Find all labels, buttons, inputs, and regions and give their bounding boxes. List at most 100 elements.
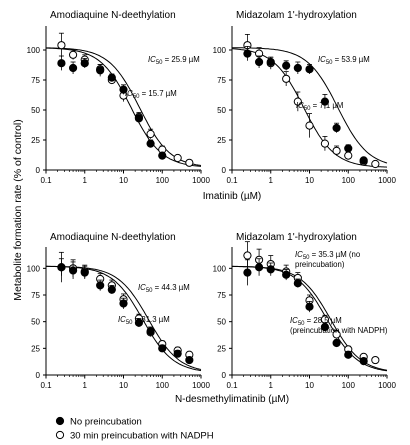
x-tick-label: 1000: [378, 381, 396, 390]
y-tick-label: 75: [31, 76, 40, 85]
x-tick-label: 100: [156, 381, 170, 390]
data-point-no-preincubation: [80, 59, 89, 68]
x-tick-label: 1000: [192, 176, 210, 185]
data-point-preincubation: [146, 129, 155, 139]
data-point-no-preincubation: [57, 59, 66, 68]
x-axis-label: Imatinib (µM): [203, 191, 262, 202]
data-point-no-preincubation: [359, 156, 368, 165]
data-point-no-preincubation: [119, 85, 128, 94]
legend-label-preincubation: 30 min preincubation with NADPH: [70, 431, 214, 442]
y-tick-label: 25: [31, 344, 40, 353]
fit-curve-no-preincubation: [46, 47, 202, 166]
data-point-no-preincubation: [96, 281, 105, 290]
data-point-no-preincubation: [254, 57, 264, 67]
data-point-no-preincubation: [107, 285, 116, 294]
data-point-no-preincubation: [57, 263, 66, 272]
x-tick-label: 1: [83, 381, 88, 390]
data-point-no-preincubation: [134, 318, 144, 327]
data-point-no-preincubation: [107, 73, 116, 82]
data-point-no-preincubation: [332, 338, 341, 348]
data-point-preincubation: [173, 153, 182, 163]
panel-title: Amodiaquine N-deethylation: [50, 232, 176, 243]
ic50-annotation-line2: (preincubation with NADPH): [290, 326, 388, 335]
data-point-no-preincubation: [68, 266, 78, 275]
data-point-no-preincubation: [282, 61, 291, 70]
data-point-no-preincubation: [243, 268, 252, 277]
panel-title: Midazolam 1'-hydroxylation: [236, 232, 357, 243]
x-tick-label: 100: [342, 176, 356, 185]
x-tick-label: 10: [119, 381, 128, 390]
data-point-no-preincubation: [282, 270, 291, 279]
x-tick-label: 1: [269, 381, 274, 390]
data-point-no-preincubation: [68, 63, 78, 73]
data-point-no-preincubation: [293, 63, 302, 73]
x-tick-label: 100: [156, 176, 170, 185]
data-point-preincubation: [293, 97, 302, 106]
panel-1: Amodiaquine N-deethylation 0 25 50 75 100 0.1 1…: [27, 10, 211, 185]
panel-4: Midazolam 1'-hydroxylation 0 25 50 75 100 0.1 1…: [175, 232, 397, 405]
ic50-annotation: IC50 = 28.5 µM: [290, 316, 342, 327]
x-tick-label: 0.1: [40, 176, 52, 185]
data-point-preincubation: [371, 355, 380, 365]
data-point-no-preincubation: [344, 144, 353, 153]
ic50-annotation: IC50 = 15.7 µM: [125, 89, 177, 100]
data-point-preincubation: [320, 139, 330, 148]
ic50-annotation: IC50 = 35.3 µM (no: [295, 250, 361, 261]
y-tick-label: 100: [213, 264, 227, 273]
data-point-no-preincubation: [173, 349, 182, 358]
data-point-preincubation: [332, 146, 341, 155]
data-point-preincubation: [57, 41, 66, 50]
y-tick-label: 100: [213, 46, 227, 55]
data-point-preincubation: [332, 330, 341, 339]
ic50-annotation: IC50 = 53.9 µM: [318, 55, 370, 66]
data-point-no-preincubation: [134, 114, 144, 123]
y-tick-label: 25: [217, 136, 226, 145]
legend-label-no-preincubation: No preincubation: [70, 417, 142, 428]
data-point-no-preincubation: [80, 268, 89, 277]
x-axis-label: N-desmethylimatinib (µM): [175, 394, 289, 405]
data-point-no-preincubation: [146, 139, 155, 148]
data-point-no-preincubation: [320, 322, 330, 332]
x-tick-label: 1000: [378, 176, 396, 185]
x-tick-label: 10: [305, 176, 314, 185]
panel-2: Midazolam 1'-hydroxylation 0 25 50 75 100 0.1 1…: [203, 10, 397, 202]
y-tick-label: 0: [36, 166, 41, 175]
y-tick-label: 100: [27, 46, 41, 55]
x-tick-label: 0.1: [226, 381, 238, 390]
y-tick-label: 50: [31, 318, 40, 327]
legend: No preincubation 30 min preincubation wi…: [55, 416, 214, 442]
data-point-no-preincubation: [243, 49, 252, 58]
x-tick-label: 10: [305, 381, 314, 390]
panel-title: Amodiaquine N-deethylation: [50, 10, 176, 21]
legend-marker-preincubation: [55, 430, 65, 440]
y-tick-label: 75: [31, 291, 40, 300]
ic50-annotation: IC50 = 31.3 µM: [118, 315, 170, 326]
y-axis-label: Metabolite formation rate (% of control): [12, 119, 24, 301]
data-point-preincubation: [371, 159, 380, 169]
data-point-no-preincubation: [185, 355, 194, 365]
x-tick-label: 10: [119, 176, 128, 185]
y-tick-label: 50: [31, 106, 40, 115]
data-point-no-preincubation: [320, 97, 330, 106]
y-tick-label: 0: [222, 371, 227, 380]
x-tick-label: 100: [342, 381, 356, 390]
data-point-no-preincubation: [305, 302, 314, 311]
x-tick-label: 1: [83, 176, 88, 185]
data-point-preincubation: [243, 251, 252, 260]
data-point-preincubation: [344, 151, 353, 160]
y-tick-label: 25: [31, 136, 40, 145]
x-tick-label: 0.1: [226, 176, 238, 185]
data-point-no-preincubation: [359, 357, 368, 366]
data-point-no-preincubation: [293, 279, 302, 288]
y-tick-label: 50: [217, 106, 226, 115]
data-point-no-preincubation: [146, 327, 155, 336]
data-point-preincubation: [282, 74, 291, 83]
data-point-no-preincubation: [266, 265, 275, 274]
data-point-no-preincubation: [266, 57, 275, 67]
legend-marker-no-preincubation: [55, 416, 65, 426]
data-point-no-preincubation: [254, 263, 264, 272]
y-tick-label: 0: [36, 371, 41, 380]
ic50-annotation-line2: preincubation): [295, 260, 345, 269]
ic50-annotation: IC50 = 7.1 µM: [296, 101, 343, 112]
